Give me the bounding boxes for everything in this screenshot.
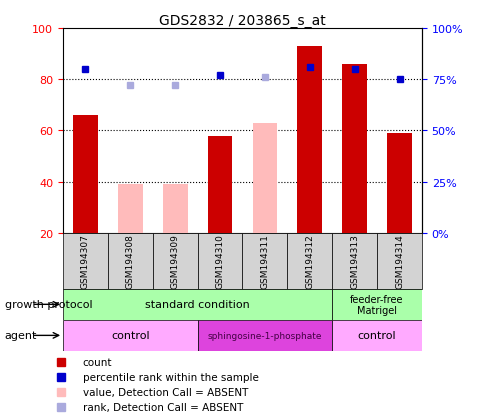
Bar: [242, 233, 287, 289]
Bar: [163, 185, 187, 233]
Text: standard condition: standard condition: [145, 299, 249, 310]
Bar: [297, 47, 321, 233]
Bar: [197, 320, 332, 351]
Text: percentile rank within the sample: percentile rank within the sample: [82, 372, 258, 382]
Bar: [342, 65, 366, 233]
Text: value, Detection Call = ABSENT: value, Detection Call = ABSENT: [82, 387, 247, 397]
Text: GSM194314: GSM194314: [394, 234, 403, 289]
Text: GSM194309: GSM194309: [170, 234, 180, 289]
Bar: [287, 233, 332, 289]
Text: GSM194311: GSM194311: [260, 234, 269, 289]
Text: GSM194307: GSM194307: [81, 234, 90, 289]
Text: control: control: [357, 330, 395, 341]
Bar: [73, 116, 98, 233]
Bar: [332, 320, 421, 351]
Text: GSM194313: GSM194313: [349, 234, 359, 289]
Bar: [107, 233, 152, 289]
Text: count: count: [82, 357, 112, 367]
Bar: [197, 233, 242, 289]
Bar: [118, 185, 142, 233]
Text: control: control: [111, 330, 150, 341]
Bar: [63, 289, 332, 320]
Text: feeder-free
Matrigel: feeder-free Matrigel: [349, 294, 403, 316]
Text: GSM194308: GSM194308: [125, 234, 135, 289]
Text: sphingosine-1-phosphate: sphingosine-1-phosphate: [207, 331, 321, 340]
Bar: [376, 233, 421, 289]
Text: GSM194312: GSM194312: [304, 234, 314, 289]
Bar: [63, 320, 197, 351]
Bar: [332, 289, 421, 320]
Bar: [207, 136, 232, 233]
Bar: [152, 233, 197, 289]
Text: growth protocol: growth protocol: [5, 299, 92, 310]
Text: agent: agent: [5, 330, 37, 341]
Text: rank, Detection Call = ABSENT: rank, Detection Call = ABSENT: [82, 402, 242, 412]
Title: GDS2832 / 203865_s_at: GDS2832 / 203865_s_at: [159, 14, 325, 28]
Bar: [332, 233, 376, 289]
Text: GSM194310: GSM194310: [215, 234, 224, 289]
Bar: [252, 123, 277, 233]
Bar: [63, 233, 107, 289]
Bar: [386, 134, 411, 233]
